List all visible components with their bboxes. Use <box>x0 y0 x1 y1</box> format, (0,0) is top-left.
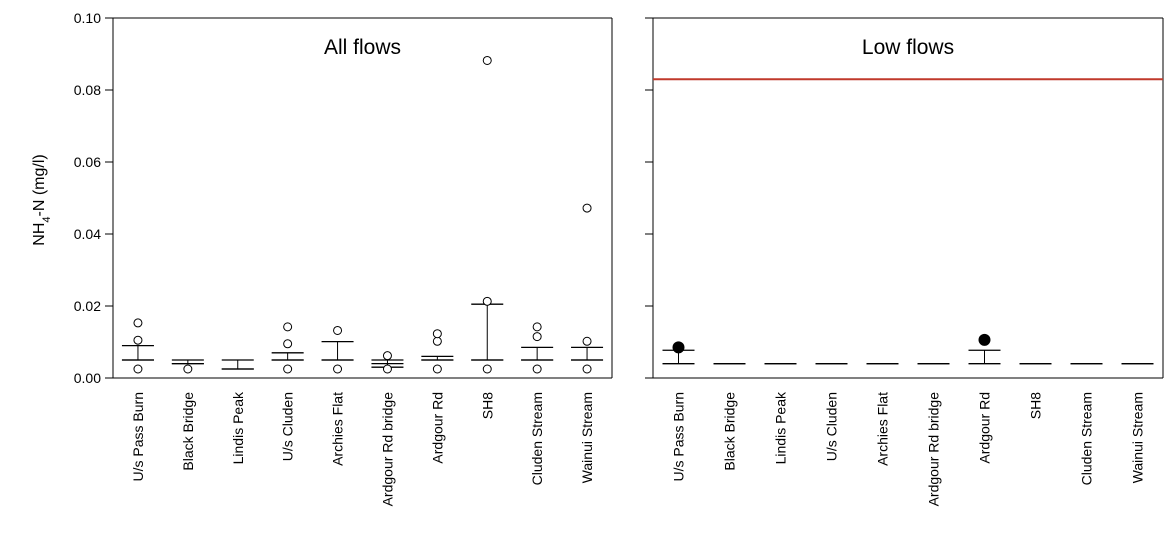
outlier-point <box>532 332 542 342</box>
outlier-point <box>482 364 492 374</box>
x-tick-label: Wainui Stream <box>1130 392 1146 483</box>
panel-all-flows: 0.00 0.02 0.04 0.06 0.08 0.10 All flows U/s Pas… <box>74 10 613 507</box>
outlier-point <box>183 364 193 374</box>
outlier-point <box>582 203 592 213</box>
outlier-point <box>432 364 442 374</box>
outlier-point <box>133 364 143 374</box>
x-tick-label: Lindis Peak <box>773 391 789 464</box>
outlier-point <box>283 339 293 349</box>
data-point <box>978 333 991 346</box>
outlier-point <box>532 322 542 332</box>
panel-low-flows: Low flows U/s Pass Burn Black Bridge Lindis… <box>645 17 1164 507</box>
x-tick-label: Lindis Peak <box>230 391 246 464</box>
x-tick-label: SH8 <box>479 392 495 419</box>
outlier-point <box>382 364 392 374</box>
outlier-point <box>133 335 143 345</box>
panel-title: Low flows <box>862 36 954 59</box>
x-tick-label: Cluden Stream <box>529 392 545 485</box>
x-tick-label: U/s Cluden <box>824 392 840 461</box>
outlier-point <box>432 329 442 339</box>
y-tick-label: 0.00 <box>74 370 101 386</box>
x-tick-label: Ardgour Rd <box>429 392 445 464</box>
outlier-point <box>283 364 293 374</box>
outlier-point <box>133 318 143 328</box>
x-tick-label: Ardgour Rd <box>977 392 993 464</box>
outlier-point <box>482 296 492 306</box>
y-tick-label: 0.02 <box>74 298 101 314</box>
outlier-point <box>333 325 343 335</box>
x-tick-label: U/s Cluden <box>280 392 296 461</box>
outlier-point <box>582 336 592 346</box>
y-tick-label: 0.10 <box>74 10 101 26</box>
x-tick-label: Black Bridge <box>722 392 738 471</box>
outlier-point <box>283 322 293 332</box>
panel-title: All flows <box>324 36 401 59</box>
x-tick-label: Black Bridge <box>180 392 196 471</box>
x-tick-label: SH8 <box>1028 392 1044 419</box>
outlier-point <box>532 364 542 374</box>
x-tick-label: Cluden Stream <box>1079 392 1095 485</box>
outlier-point <box>382 351 392 361</box>
outlier-point <box>482 55 492 65</box>
x-tick-label: U/s Pass Burn <box>671 392 687 481</box>
x-tick-label: Ardgour Rd bridge <box>379 392 395 507</box>
y-tick-label: 0.08 <box>74 82 101 98</box>
x-tick-label: Ardgour Rd bridge <box>926 392 942 507</box>
x-tick-label: Wainui Stream <box>579 392 595 483</box>
x-tick-label: Archies Flat <box>875 392 891 466</box>
y-tick-label: 0.04 <box>74 226 101 242</box>
outlier-point <box>432 336 442 346</box>
x-tick-label: U/s Pass Burn <box>130 392 146 481</box>
y-tick-label: 0.06 <box>74 154 101 170</box>
outlier-point <box>582 364 592 374</box>
outlier-point <box>333 364 343 374</box>
y-axis-title: NH4-N (mg/l) <box>31 154 53 245</box>
data-point <box>672 341 685 354</box>
x-tick-label: Archies Flat <box>330 392 346 466</box>
